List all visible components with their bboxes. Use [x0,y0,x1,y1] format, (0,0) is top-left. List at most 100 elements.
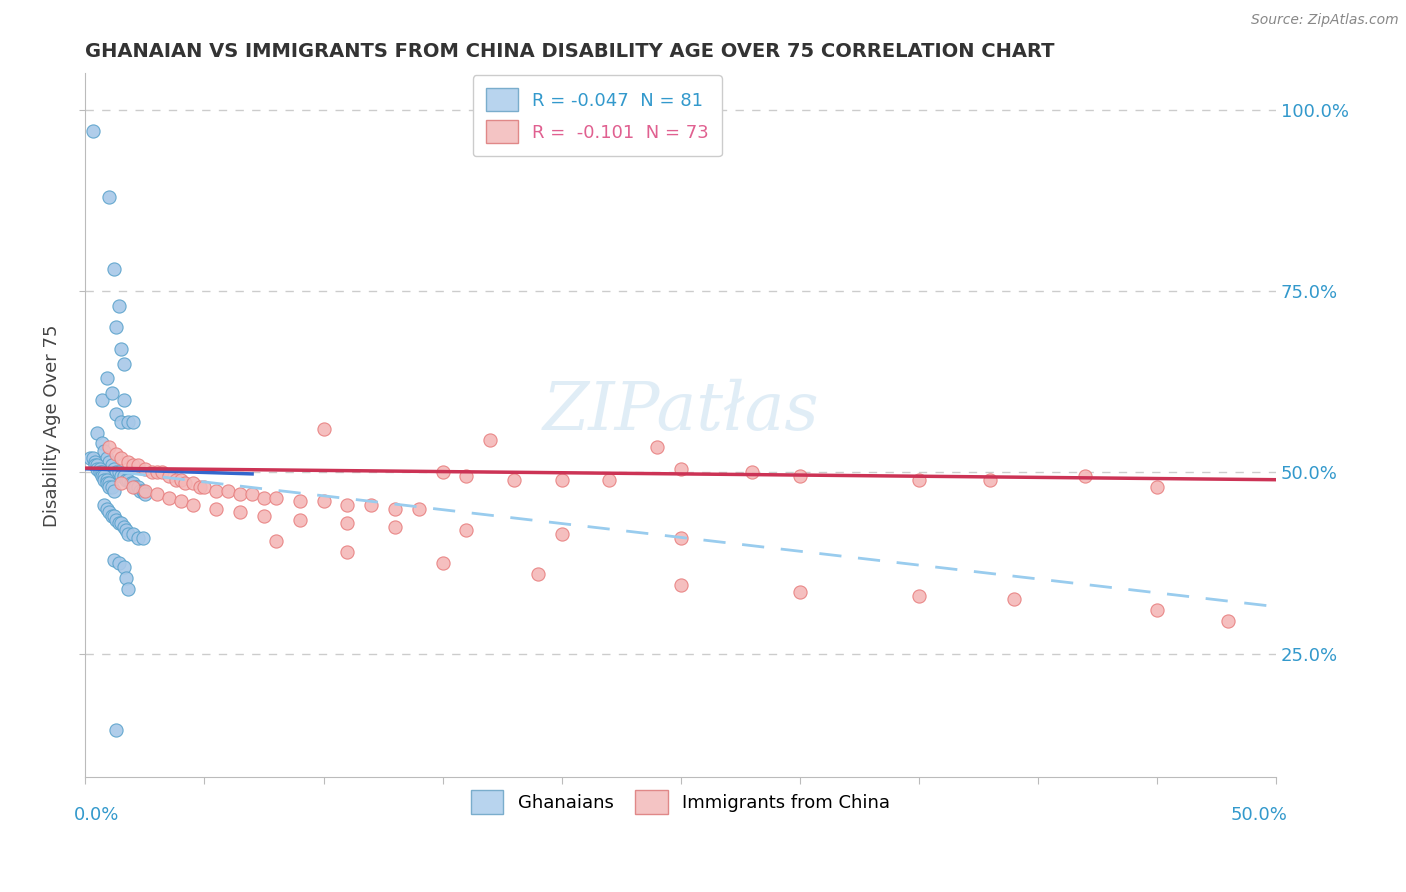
Point [240,487,263,501]
Point [181,476,204,491]
Point [122,527,145,541]
Point [124,480,146,494]
Y-axis label: Disability Age Over 75: Disability Age Over 75 [44,324,60,526]
Point [384,520,406,534]
Point [115,524,138,538]
Point [131,531,153,545]
Point [117,454,139,468]
Point [193,480,215,494]
Point [229,487,252,501]
Point [98,190,121,204]
Point [360,498,382,512]
Point [100,508,122,523]
Point [789,585,811,599]
Point [103,508,125,523]
Point [96,473,118,487]
Point [122,480,145,494]
Point [93,443,115,458]
Point [100,480,122,494]
Point [105,408,128,422]
Point [336,545,359,559]
Point [112,392,135,407]
Text: Source: ZipAtlas.com: Source: ZipAtlas.com [1251,13,1399,28]
Point [86,462,108,476]
Point [217,483,239,498]
Point [122,415,145,429]
Point [312,422,335,436]
Point [408,501,430,516]
Point [384,501,406,516]
Point [86,458,108,473]
Text: 0.0%: 0.0% [73,806,120,824]
Point [117,527,139,541]
Point [503,473,526,487]
Point [550,473,572,487]
Point [645,440,668,454]
Point [110,342,132,356]
Point [150,466,173,480]
Point [127,458,149,473]
Point [105,466,128,480]
Point [134,487,156,501]
Point [205,501,228,516]
Point [91,436,114,450]
Text: 50.0%: 50.0% [1232,806,1288,824]
Point [550,527,572,541]
Point [288,494,311,508]
Point [103,483,125,498]
Point [907,589,929,603]
Point [105,320,128,334]
Point [907,473,929,487]
Point [205,483,228,498]
Point [91,466,114,480]
Point [107,516,129,531]
Point [146,487,169,501]
Point [146,466,169,480]
Point [127,531,149,545]
Point [115,473,138,487]
Point [1074,469,1097,483]
Point [432,466,454,480]
Point [84,458,107,473]
Point [1002,592,1025,607]
Point [110,469,132,483]
Point [253,491,276,505]
Point [84,454,107,468]
Point [93,473,115,487]
Point [122,458,145,473]
Point [288,513,311,527]
Point [105,447,128,461]
Point [98,476,121,491]
Point [110,415,132,429]
Point [129,483,152,498]
Point [669,578,692,592]
Point [117,582,139,596]
Point [527,567,550,582]
Point [100,385,122,400]
Point [89,462,111,476]
Point [112,469,135,483]
Point [1146,480,1168,494]
Point [112,559,135,574]
Point [96,371,118,385]
Point [264,534,287,549]
Point [229,505,252,519]
Point [1218,614,1240,628]
Point [120,476,142,491]
Point [105,723,128,737]
Point [169,494,191,508]
Point [979,473,1001,487]
Point [312,494,335,508]
Point [93,469,115,483]
Point [131,483,153,498]
Point [98,454,121,468]
Point [157,469,180,483]
Point [110,516,132,531]
Point [165,473,187,487]
Point [117,473,139,487]
Point [98,480,121,494]
Point [598,473,620,487]
Point [122,476,145,491]
Point [107,466,129,480]
Point [105,513,128,527]
